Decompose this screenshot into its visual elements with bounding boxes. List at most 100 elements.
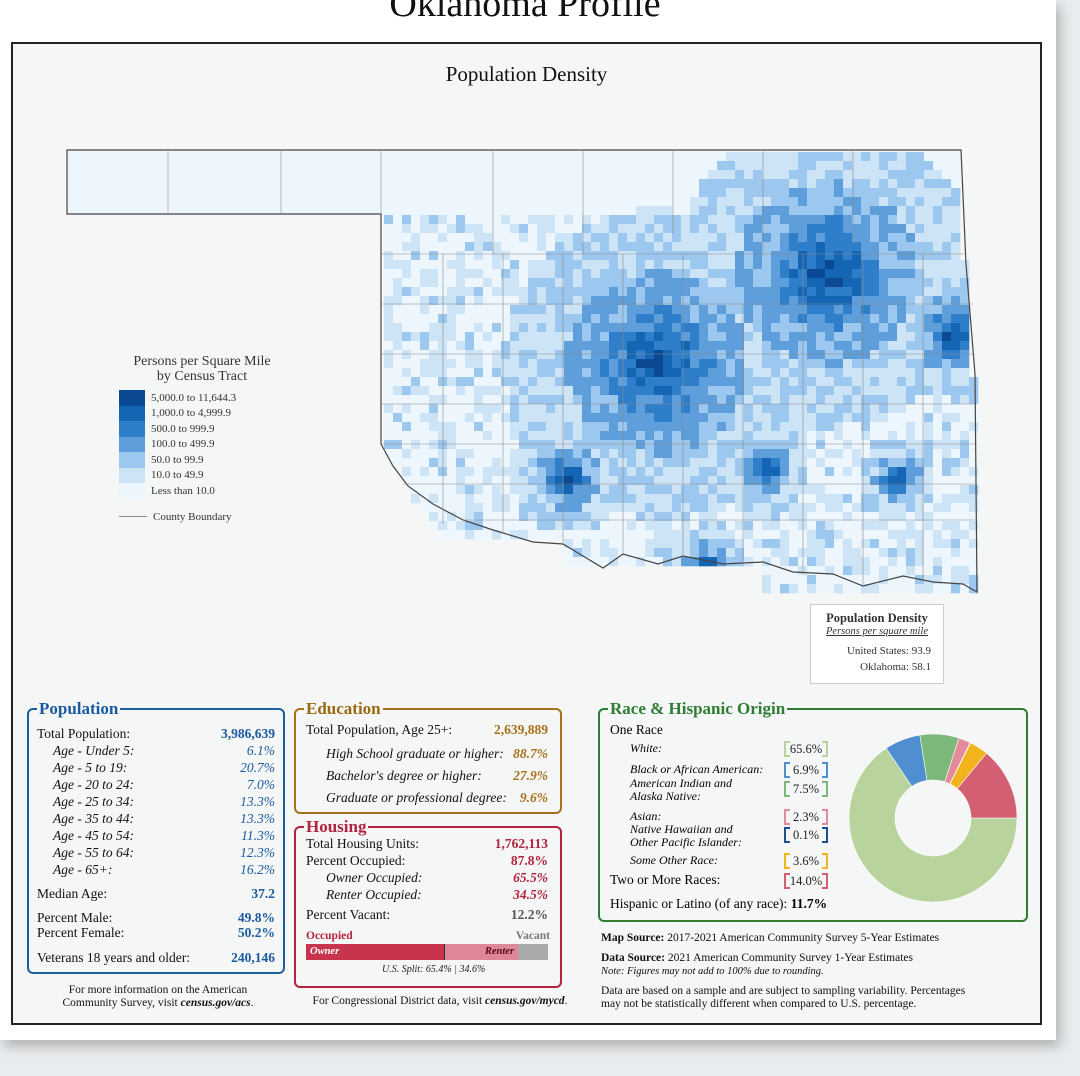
tract-cell bbox=[852, 161, 862, 171]
tract-cell bbox=[708, 305, 718, 315]
tract-cell bbox=[780, 494, 790, 504]
tract-cell bbox=[411, 440, 421, 450]
tract-cell bbox=[384, 440, 394, 450]
tract-cell bbox=[618, 287, 628, 297]
tract-cell bbox=[609, 422, 619, 432]
tract-cell bbox=[564, 368, 574, 378]
tract-cell bbox=[690, 440, 700, 450]
tract-cell bbox=[699, 260, 709, 270]
tract-cell bbox=[411, 233, 421, 243]
tract-cell bbox=[825, 188, 835, 198]
tract-cell bbox=[708, 530, 718, 540]
tract-cell bbox=[510, 287, 520, 297]
tract-cell bbox=[807, 440, 817, 450]
tract-cell bbox=[546, 359, 556, 369]
tract-cell bbox=[870, 170, 880, 180]
tract-cell bbox=[906, 197, 916, 207]
tract-cell bbox=[681, 170, 691, 180]
tract-cell bbox=[348, 206, 358, 216]
tract-cell bbox=[771, 368, 781, 378]
tract-cell bbox=[798, 323, 808, 333]
population-row-label: Age - 25 to 34: bbox=[53, 794, 134, 809]
tract-cell bbox=[186, 161, 196, 171]
tract-cell bbox=[843, 476, 853, 486]
tract-cell bbox=[879, 449, 889, 459]
tract-cell bbox=[492, 251, 502, 261]
tract-cell bbox=[627, 494, 637, 504]
tract-cell bbox=[933, 494, 943, 504]
tract-cell bbox=[546, 251, 556, 261]
tract-cell bbox=[627, 206, 637, 216]
tract-cell bbox=[843, 350, 853, 360]
tract-cell bbox=[681, 323, 691, 333]
tract-cell bbox=[519, 269, 529, 279]
tract-cell bbox=[123, 206, 133, 216]
tract-cell bbox=[447, 449, 457, 459]
tract-cell bbox=[834, 206, 844, 216]
tract-cell bbox=[537, 494, 547, 504]
donut-slice-white bbox=[848, 747, 1018, 903]
tract-cell bbox=[429, 296, 439, 306]
tract-cell bbox=[474, 395, 484, 405]
tract-cell bbox=[645, 440, 655, 450]
tract-cell bbox=[942, 557, 952, 567]
tract-cell bbox=[501, 242, 511, 252]
tract-cell bbox=[618, 512, 628, 522]
tract-cell bbox=[762, 539, 772, 549]
tract-cell bbox=[429, 152, 439, 162]
mycd-link[interactable]: census.gov/mycd bbox=[485, 995, 565, 1007]
tract-cell bbox=[555, 476, 565, 486]
tract-cell bbox=[717, 332, 727, 342]
tract-cell bbox=[492, 179, 502, 189]
tract-cell bbox=[438, 206, 448, 216]
tract-cell bbox=[906, 566, 916, 576]
tract-cell bbox=[546, 278, 556, 288]
tract-cell bbox=[879, 557, 889, 567]
tract-cell bbox=[411, 458, 421, 468]
tract-cell bbox=[852, 179, 862, 189]
tract-cell bbox=[672, 485, 682, 495]
tract-cell bbox=[582, 242, 592, 252]
tract-cell bbox=[105, 197, 115, 207]
tract-cell bbox=[357, 161, 367, 171]
legend-row: 100.0 to 499.9 bbox=[119, 436, 317, 452]
tract-cell bbox=[591, 341, 601, 351]
tract-cell bbox=[969, 557, 979, 567]
tract-cell bbox=[492, 170, 502, 180]
tract-cell bbox=[933, 170, 943, 180]
tract-cell bbox=[861, 287, 871, 297]
tract-cell bbox=[789, 548, 799, 558]
tract-cell bbox=[789, 458, 799, 468]
population-row: Total Population: 3,986,639 bbox=[37, 726, 275, 742]
tract-cell bbox=[843, 395, 853, 405]
tract-cell bbox=[762, 530, 772, 540]
tract-cell bbox=[582, 431, 592, 441]
tract-cell bbox=[942, 368, 952, 378]
tract-cell bbox=[420, 431, 430, 441]
tract-cell bbox=[798, 476, 808, 486]
tract-cell bbox=[231, 206, 241, 216]
tract-cell bbox=[897, 458, 907, 468]
tract-cell bbox=[924, 341, 934, 351]
tract-cell bbox=[609, 287, 619, 297]
tract-cell bbox=[582, 440, 592, 450]
tract-cell bbox=[465, 260, 475, 270]
acs-link[interactable]: census.gov/acs bbox=[180, 997, 251, 1009]
tract-cell bbox=[645, 521, 655, 531]
tract-cell bbox=[447, 350, 457, 360]
tract-cell bbox=[591, 305, 601, 315]
tract-cell bbox=[816, 413, 826, 423]
tract-cell bbox=[402, 431, 412, 441]
tract-cell bbox=[276, 179, 286, 189]
tract-cell bbox=[573, 278, 583, 288]
tract-cell bbox=[681, 521, 691, 531]
tract-cell bbox=[654, 377, 664, 387]
tract-cell bbox=[402, 458, 412, 468]
tract-cell bbox=[627, 269, 637, 279]
tract-cell bbox=[438, 152, 448, 162]
tract-cell bbox=[573, 314, 583, 324]
tract-cell bbox=[564, 179, 574, 189]
tract-cell bbox=[681, 296, 691, 306]
tract-cell bbox=[438, 332, 448, 342]
tract-cell bbox=[879, 251, 889, 261]
